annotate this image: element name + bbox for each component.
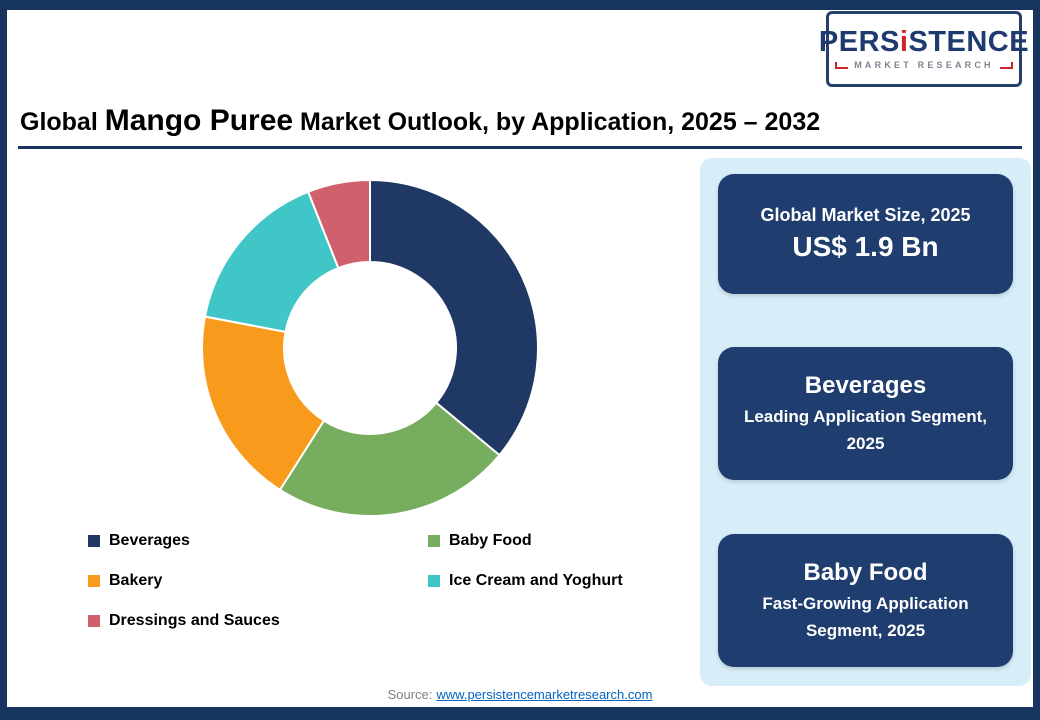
legend-swatch-baby-food <box>428 535 440 547</box>
legend-label-dressings-and-sauces: Dressings and Sauces <box>109 612 280 629</box>
donut-segment-dressings-and-sauces <box>306 178 371 270</box>
logo-brand-text: PERSiSTENCE <box>819 28 1029 57</box>
title-suffix: Market Outlook, by Application, 2025 – 2… <box>293 108 821 136</box>
legend-swatch-ice-cream-and-yoghurt <box>428 575 440 587</box>
market-size-value: US$ 1.9 Bn <box>792 231 939 263</box>
highlights-panel: Global Market Size, 2025 US$ 1.9 Bn Beve… <box>700 158 1031 686</box>
legend-item-baby-food: Baby Food <box>428 532 698 550</box>
frame-right-bar <box>1033 0 1040 720</box>
logo-tagline-row: MARKET RESEARCH <box>835 60 1013 70</box>
donut-chart <box>201 178 540 518</box>
logo-tagline: MARKET RESEARCH <box>854 60 994 70</box>
legend-swatch-dressings-and-sauces <box>88 615 100 627</box>
logo-brand-pre: PERS <box>818 26 900 58</box>
fast-growing-segment-name: Baby Food <box>803 559 928 587</box>
page-title: Global Mango Puree Market Outlook, by Ap… <box>20 104 1025 138</box>
logo-left-tick-icon <box>835 61 849 69</box>
legend-label-bakery: Bakery <box>109 572 163 589</box>
donut-segment-baby-food <box>278 401 501 518</box>
title-prefix: Global <box>20 108 105 136</box>
chart-legend: Beverages Baby Food Bakery Ice Cream and Yo… <box>88 532 698 630</box>
highlight-leading-segment: Beverages Leading Application Segment, 2… <box>718 347 1013 480</box>
logo-right-tick-icon <box>999 61 1013 69</box>
title-underline <box>18 146 1022 149</box>
legend-swatch-bakery <box>88 575 100 587</box>
highlight-market-size: Global Market Size, 2025 US$ 1.9 Bn <box>718 174 1013 294</box>
source-link[interactable]: www.persistencemarketresearch.com <box>436 687 653 702</box>
legend-label-ice-cream-and-yoghurt: Ice Cream and Yoghurt <box>449 572 623 589</box>
highlight-fast-growing-segment: Baby Food Fast-Growing Application Segme… <box>718 534 1013 667</box>
legend-label-beverages: Beverages <box>109 532 190 549</box>
legend-item-ice-cream-and-yoghurt: Ice Cream and Yoghurt <box>428 572 698 590</box>
legend-swatch-beverages <box>88 535 100 547</box>
market-size-title: Global Market Size, 2025 <box>760 205 971 226</box>
fast-growing-segment-desc: Fast-Growing Application Segment, 2025 <box>762 594 969 640</box>
donut-segment-beverages <box>369 178 540 457</box>
frame-bottom-bar <box>0 707 1040 720</box>
company-logo: PERSiSTENCE MARKET RESEARCH <box>819 11 1029 87</box>
source-label: Source: <box>387 687 433 702</box>
legend-item-dressings-and-sauces: Dressings and Sauces <box>88 612 428 630</box>
leading-segment-desc: Leading Application Segment, 2025 <box>743 407 988 453</box>
logo-brand-i: i <box>899 26 909 58</box>
logo-brand-post: STENCE <box>908 26 1030 58</box>
title-emphasis: Mango Puree <box>104 104 294 137</box>
frame-top-bar <box>0 0 1040 10</box>
source-line: Source: www.persistencemarketresearch.com <box>0 687 1040 702</box>
frame-left-bar <box>0 0 7 720</box>
legend-item-bakery: Bakery <box>88 572 428 590</box>
legend-label-baby-food: Baby Food <box>449 532 532 549</box>
leading-segment-name: Beverages <box>804 372 927 400</box>
donut-segment-bakery <box>201 315 326 492</box>
legend-item-beverages: Beverages <box>88 532 428 550</box>
